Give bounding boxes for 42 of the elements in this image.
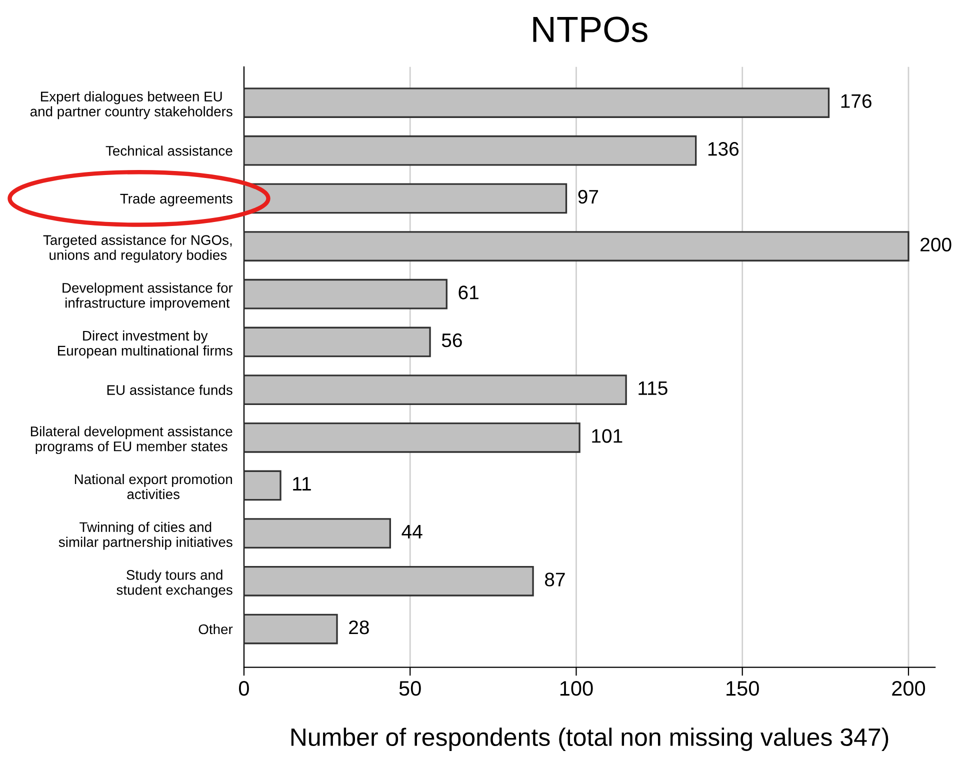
bar: [244, 422, 580, 453]
bar: [244, 518, 391, 549]
data-label: 44: [402, 524, 422, 538]
bar: [244, 614, 338, 644]
y-tick-label: Expert dialogues between EU and partner country stakeholders: [30, 91, 232, 120]
x-tick-label: 50: [399, 681, 421, 696]
y-tick-label: Development assistance for infrastructure improvement: [62, 282, 233, 311]
data-label: 97: [578, 190, 598, 204]
bar: [244, 566, 534, 596]
bar: [244, 231, 910, 262]
x-tick-label: 0: [238, 681, 249, 696]
y-tick-label: EU assistance funds: [107, 384, 232, 395]
y-tick-label: Technical assistance: [106, 146, 232, 156]
bar: [244, 326, 431, 358]
data-label: 56: [442, 333, 462, 348]
data-label: 176: [841, 94, 872, 108]
x-axis-title: Number of respondents (total non missing values 347): [291, 728, 888, 751]
data-label: 61: [458, 286, 478, 300]
data-label: 87: [544, 572, 565, 586]
y-tick-label: National export promotion activities: [74, 474, 232, 500]
bar: [244, 470, 282, 501]
x-tick-label: 200: [892, 681, 926, 696]
y-tick-label: Twinning of cities and similar partnership initiatives: [58, 522, 232, 550]
data-label: 115: [638, 381, 668, 396]
y-tick-label: Trade agreements: [120, 193, 232, 206]
y-tick-label: Direct investment by European multinational firms: [58, 330, 232, 358]
y-tick-label: Bilateral development assistance programs of EU member states: [30, 426, 232, 454]
chart-title: NTPOs: [533, 16, 648, 42]
y-tick-label: Other: [198, 624, 233, 634]
data-label: 200: [920, 238, 952, 252]
data-label: 101: [592, 429, 622, 443]
bar: [244, 135, 697, 166]
x-tick-label: 150: [726, 681, 759, 696]
y-tick-label: Targeted assistance for NGOs, unions and regulatory bodies: [43, 234, 232, 263]
y-tick-label: Study tours and student exchanges: [116, 570, 232, 598]
x-tick-label: 100: [560, 681, 593, 696]
bar: [244, 374, 627, 405]
data-label: 28: [349, 620, 369, 634]
bar: [244, 278, 448, 310]
data-label: 136: [708, 142, 739, 156]
bar: [244, 88, 830, 118]
data-label: 11: [293, 477, 311, 491]
